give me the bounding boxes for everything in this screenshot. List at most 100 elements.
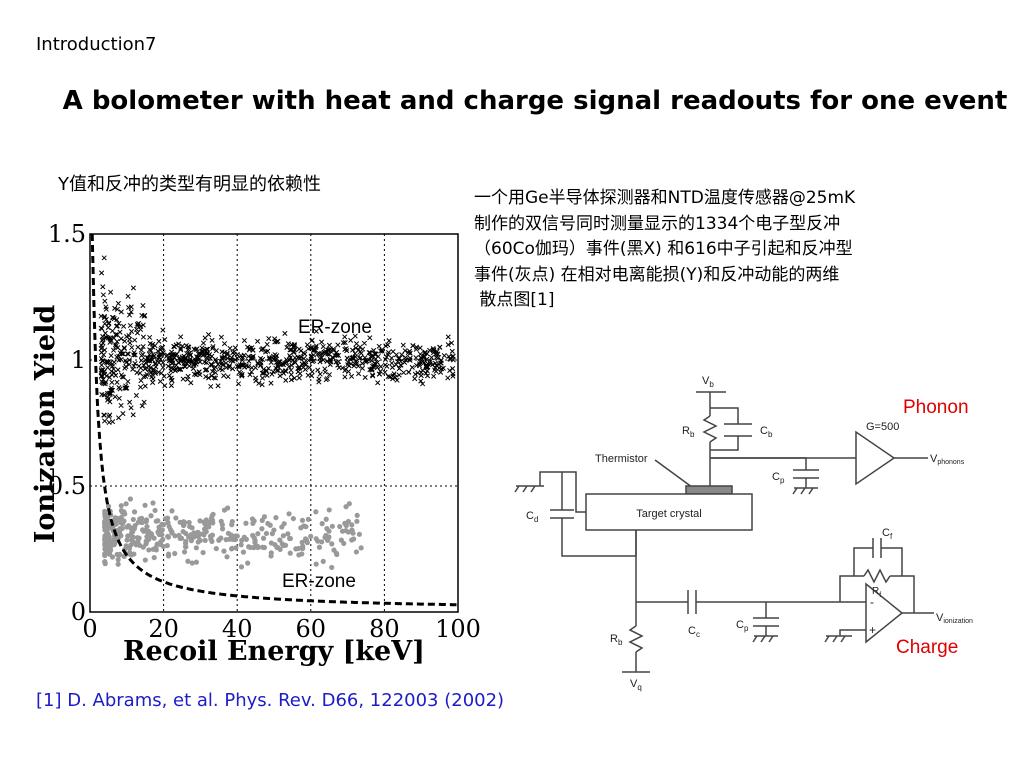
er-point (189, 358, 195, 364)
nr-point (130, 516, 136, 523)
threshold-curve (90, 233, 457, 607)
nr-point (299, 539, 305, 545)
er-point (130, 412, 136, 418)
er-point (147, 334, 153, 340)
nr-point (323, 516, 329, 522)
er-point (378, 348, 384, 354)
yield-note: Y值和反冲的类型有明显的依赖性 (58, 174, 321, 195)
er-point (127, 399, 133, 405)
nr-point (139, 515, 145, 521)
er-point (313, 328, 319, 334)
nr-point (277, 537, 283, 543)
er-point (155, 356, 161, 362)
er-point (145, 355, 151, 361)
nr-point (300, 543, 306, 549)
er-point (221, 341, 228, 347)
er-point (309, 345, 315, 351)
er-point (146, 351, 152, 357)
er-point (119, 374, 125, 380)
y-tick-labels: 0 0.5 1 1.5 (48, 222, 86, 626)
er-point (209, 337, 215, 343)
nr-point (260, 535, 267, 541)
nr-point (123, 501, 129, 507)
cp-top-label: Cp (772, 471, 785, 485)
er-point (158, 370, 164, 376)
er-point (123, 364, 129, 370)
er-point (263, 349, 269, 355)
er-point (158, 345, 164, 351)
er-point (431, 373, 437, 379)
er-point (431, 347, 437, 353)
er-point (274, 367, 280, 373)
er-point (317, 371, 323, 377)
er-point (101, 255, 107, 261)
nr-point (169, 508, 175, 514)
nr-point (308, 533, 314, 539)
er-point (125, 293, 131, 299)
er-point (345, 368, 352, 375)
rb-bottom-label: Rb (610, 633, 623, 647)
er-point (263, 368, 269, 375)
nr-point (118, 520, 124, 526)
nr-point (115, 557, 121, 563)
er-point (359, 365, 365, 371)
er-point (125, 378, 131, 385)
er-point (335, 342, 341, 348)
er-point (387, 374, 393, 380)
er-point (105, 325, 111, 331)
nr-point (272, 542, 278, 548)
er-point (178, 334, 184, 340)
er-point (366, 350, 372, 356)
er-point (185, 347, 191, 353)
er-point (223, 360, 229, 366)
reference-citation[interactable]: [1] D. Abrams, et al. Phys. Rev. D66, 12… (36, 690, 505, 711)
er-point (133, 326, 140, 332)
er-point (272, 339, 278, 345)
slide-title: A bolometer with heat and charge signal … (62, 86, 1008, 116)
er-point (322, 369, 328, 375)
thermistor (685, 485, 733, 495)
er-point (120, 351, 126, 357)
er-point (107, 339, 113, 345)
er-point (126, 332, 132, 339)
nr-point (185, 558, 191, 564)
er-point (342, 334, 348, 340)
er-point (320, 343, 326, 350)
er-point (100, 292, 106, 298)
er-point (148, 370, 154, 376)
er-point (122, 338, 128, 344)
er-point (287, 355, 294, 361)
nr-point (252, 539, 258, 546)
nr-point (119, 509, 125, 515)
nr-point (290, 515, 296, 522)
er-point (147, 340, 153, 347)
nr-point (128, 542, 134, 548)
cd-label: Cd (526, 510, 538, 524)
er-point (140, 344, 146, 350)
nr-point (206, 524, 212, 530)
er-point (230, 350, 236, 356)
er-point (437, 344, 443, 350)
er-point (352, 351, 358, 357)
er-point (194, 346, 200, 352)
nr-point (351, 536, 357, 542)
nr-point (107, 547, 114, 553)
nr-point (118, 503, 124, 509)
thermistor-label: Thermistor (595, 453, 648, 465)
nr-point (343, 527, 349, 534)
nr-point (131, 509, 138, 515)
er-point (176, 355, 182, 361)
nr-point (326, 528, 332, 534)
er-point (386, 338, 392, 344)
er-point (115, 345, 121, 351)
y-axis-label: Ionization Yield (30, 305, 61, 544)
nr-point (346, 501, 352, 507)
er-point (105, 359, 111, 365)
er-point (317, 355, 323, 361)
nr-point (293, 546, 299, 552)
er-point (111, 370, 117, 376)
er-point (152, 343, 158, 349)
er-point (356, 371, 362, 377)
er-point (111, 359, 117, 365)
x-tick-label: 20 (148, 615, 179, 643)
